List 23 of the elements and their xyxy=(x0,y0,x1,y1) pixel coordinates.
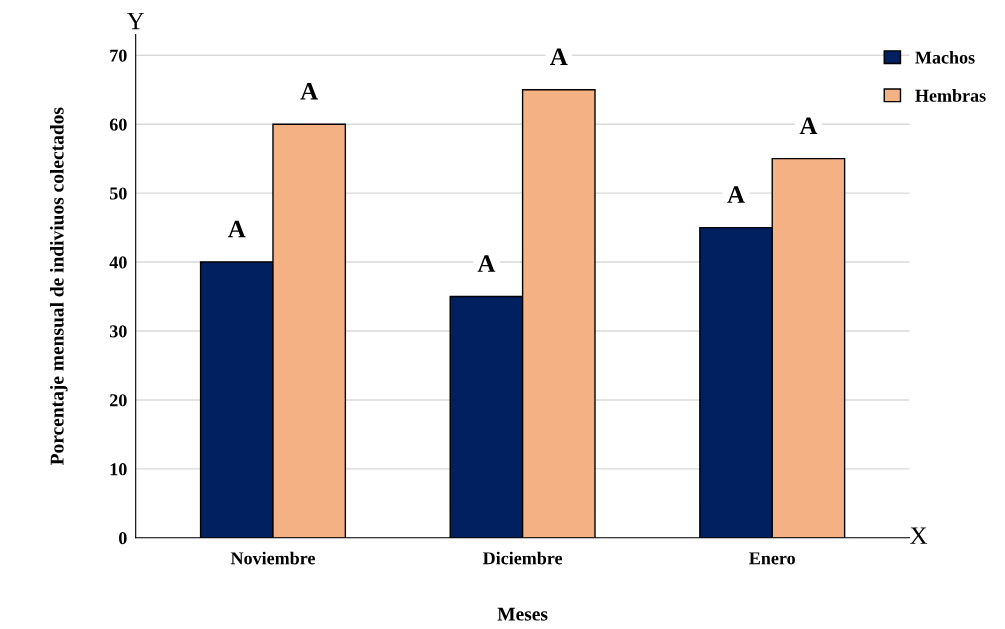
x-axis-title: Meses xyxy=(497,607,548,621)
y-tick-label: 0 xyxy=(119,532,127,545)
annotation: A xyxy=(227,220,246,238)
annotation: A xyxy=(300,82,319,100)
y-tick-label: 30 xyxy=(109,325,127,338)
annotation: A xyxy=(727,186,745,203)
y-tick-label: 60 xyxy=(109,118,127,131)
y-tick-label: 50 xyxy=(110,187,127,200)
annotation: A xyxy=(799,117,818,134)
x-tick-label: Noviembre xyxy=(230,551,315,565)
annotation: A xyxy=(550,48,568,65)
text: Y xyxy=(126,12,145,30)
x-tick-label: Enero xyxy=(749,552,795,565)
y-tick-label: 10 xyxy=(110,463,127,476)
x-tick-label: Diciembre xyxy=(482,551,563,565)
legend-label: Hembras xyxy=(915,89,986,102)
y-tick-label: 70 xyxy=(110,49,127,62)
annotation: A xyxy=(477,255,496,272)
y-tick-label: 40 xyxy=(109,256,127,269)
legend-label: Machos xyxy=(915,50,975,64)
y-tick-label: 20 xyxy=(110,394,127,407)
text: X xyxy=(910,527,928,544)
y-axis-title: Porcentaje mensual de indiviuos colectados xyxy=(49,107,68,465)
